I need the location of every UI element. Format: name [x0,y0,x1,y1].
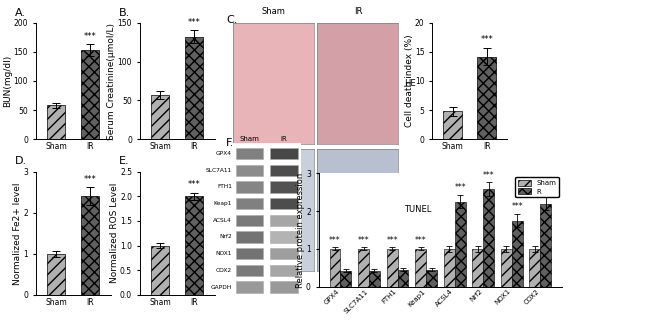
Text: C.: C. [226,15,238,25]
Text: ***: *** [358,236,369,245]
Bar [540,203,551,287]
Bar [47,106,66,139]
Text: IR: IR [354,6,362,16]
Bar [330,249,341,287]
Bar [236,265,263,276]
Text: ACSL4: ACSL4 [213,218,232,223]
Bar [270,265,298,276]
Bar [270,148,298,159]
Text: ***: *** [454,183,466,192]
Text: ***: *** [512,202,523,211]
Bar [426,270,437,287]
Bar [483,189,494,287]
Bar [270,231,298,243]
Bar [415,249,426,287]
Text: Nrf2: Nrf2 [219,235,232,239]
Text: ***: *** [84,32,96,41]
Y-axis label: Normalized ROS Level: Normalized ROS Level [110,183,118,284]
Text: Keap1: Keap1 [214,201,232,206]
Bar [477,56,496,139]
Bar [151,95,170,139]
Bar [270,198,298,209]
Text: IR: IR [281,136,287,142]
Bar [501,249,512,287]
Bar [236,198,263,209]
Y-axis label: BUN(mg/dl): BUN(mg/dl) [3,55,12,107]
Text: ***: *** [540,185,552,194]
Text: F.: F. [226,138,235,148]
Bar [270,282,298,293]
Bar [341,271,351,287]
Bar [454,202,465,287]
Text: NOX1: NOX1 [216,251,232,256]
Text: ***: *** [188,18,200,27]
Text: ***: *** [84,175,96,184]
Text: ***: *** [483,171,495,180]
Text: Sham: Sham [240,136,260,142]
Bar [270,181,298,192]
Text: SLC7A11: SLC7A11 [206,168,232,173]
Text: Sham: Sham [261,6,285,16]
Bar [81,50,99,139]
Text: HE: HE [404,79,415,88]
Bar [270,248,298,259]
Bar [151,246,170,295]
Bar [443,111,462,139]
Text: ***: *** [415,236,426,245]
Bar [185,37,203,139]
Text: E.: E. [119,156,129,166]
Bar [236,148,263,159]
Text: A.: A. [15,8,26,18]
Text: D.: D. [15,156,27,166]
Text: TUNEL: TUNEL [404,205,431,214]
Bar [185,196,203,295]
Y-axis label: Relative protein expression: Relative protein expression [296,172,305,288]
Bar [236,181,263,192]
Text: ***: *** [480,35,493,44]
Bar [47,254,66,295]
Bar [387,249,398,287]
Bar [444,249,454,287]
Y-axis label: Cell death index (%): Cell death index (%) [404,35,413,127]
Bar [512,221,523,287]
Y-axis label: Serum Creatinine(μmol/L): Serum Creatinine(μmol/L) [107,22,116,140]
Bar [270,165,298,176]
Bar [236,231,263,243]
Text: ***: *** [188,180,200,189]
Bar [473,249,483,287]
Text: ***: *** [386,236,398,245]
Text: GPX4: GPX4 [216,151,232,156]
Text: FTH1: FTH1 [217,184,232,190]
Bar [236,248,263,259]
Y-axis label: Normalized Fe2+ level: Normalized Fe2+ level [13,182,22,284]
Text: COX2: COX2 [216,268,232,273]
Bar [236,215,263,226]
Bar [398,270,408,287]
Bar [530,249,540,287]
Bar [358,249,369,287]
Legend: Sham, R: Sham, R [515,177,559,197]
Bar [270,215,298,226]
Text: ***: *** [329,236,341,245]
Bar [236,282,263,293]
Text: B.: B. [119,8,130,18]
Bar [236,165,263,176]
Text: GAPDH: GAPDH [211,284,232,290]
Bar [369,271,380,287]
Bar [81,196,99,295]
